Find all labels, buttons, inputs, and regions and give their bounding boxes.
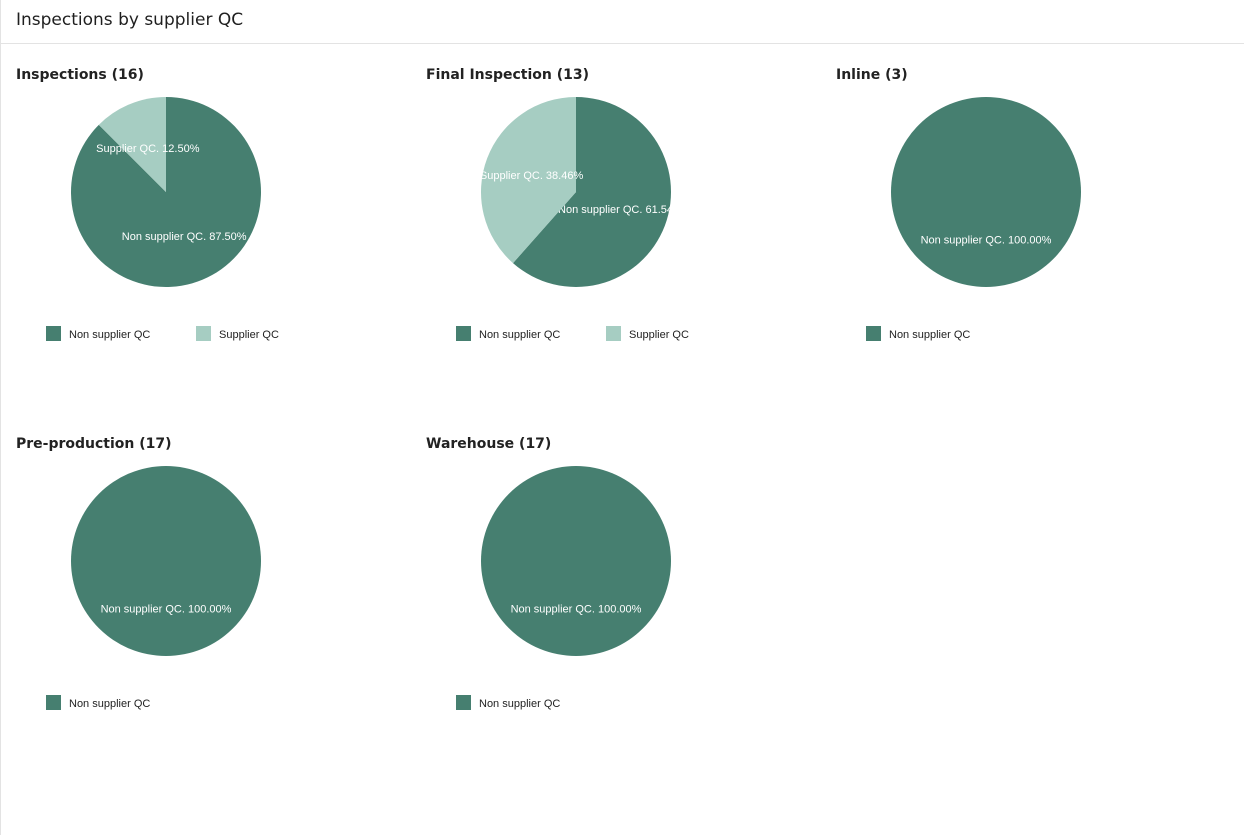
pie-chart-svg: Non supplier QC. 100.00% Non supplier QC — [456, 466, 671, 710]
legend-swatch — [196, 326, 211, 341]
legend-label: Non supplier QC — [69, 329, 150, 341]
pie-slice-non-supplier-qc[interactable] — [71, 466, 261, 656]
legend-item-non-supplier-qc[interactable]: Non supplier QC — [866, 326, 970, 341]
slice-data-label: Non supplier QC. 100.00% — [511, 604, 642, 616]
pie-slice-supplier-qc[interactable] — [481, 97, 576, 264]
legend-label: Non supplier QC — [889, 329, 970, 341]
chart-title: Inspections (16) — [16, 67, 144, 83]
pie-slice-non-supplier-qc[interactable] — [481, 466, 671, 656]
chart-inline: Inline (3) Non supplier QC. 100.00% Non s… — [822, 52, 1222, 352]
panel-header: Inspections by supplier QC — [1, 0, 1244, 44]
legend-item-non-supplier-qc[interactable]: Non supplier QC — [456, 695, 560, 710]
legend-label: Supplier QC — [219, 329, 279, 341]
legend-swatch — [46, 695, 61, 710]
legend-item-non-supplier-qc[interactable]: Non supplier QC — [456, 326, 560, 341]
legend-item-supplier-qc[interactable]: Supplier QC — [606, 326, 689, 341]
legend-label: Non supplier QC — [479, 698, 560, 710]
panel-title: Inspections by supplier QC — [16, 10, 244, 30]
legend-swatch — [456, 326, 471, 341]
slice-data-label: Supplier QC. 38.46% — [480, 170, 584, 182]
slice-data-label: Non supplier QC. 100.00% — [921, 235, 1052, 247]
legend-label: Non supplier QC — [69, 698, 150, 710]
slice-data-label: Non supplier QC. 100.00% — [101, 604, 232, 616]
chart-final-inspection: Final Inspection (13) Non supplier QC. 6… — [412, 52, 812, 352]
legend-swatch — [866, 326, 881, 341]
slice-data-label: Non supplier QC. 87.50% — [122, 231, 247, 243]
chart-inspections: Inspections (16) Non supplier QC. 87.50%… — [2, 52, 402, 352]
chart-title: Final Inspection (13) — [426, 67, 590, 83]
pie-slice-supplier-qc[interactable] — [98, 97, 166, 192]
slice-data-label: Supplier QC. 12.50% — [96, 143, 200, 155]
legend-label: Non supplier QC — [479, 329, 560, 341]
legend-item-non-supplier-qc[interactable]: Non supplier QC — [46, 695, 150, 710]
slice-data-label: Non supplier QC. 61.54% — [558, 204, 683, 216]
pie-slice-non-supplier-qc[interactable] — [891, 97, 1081, 287]
pie-chart-svg: Non supplier QC. 100.00% Non supplier QC — [46, 466, 261, 710]
pie-chart-svg: Non supplier QC. 61.54% Supplier QC. 38.4… — [456, 97, 689, 341]
chart-pre-production: Pre-production (17) Non supplier QC. 100… — [2, 421, 402, 721]
pie-chart-svg: Non supplier QC. 87.50% Supplier QC. 12.5… — [46, 97, 279, 341]
chart-title: Pre-production (17) — [16, 436, 172, 452]
legend-item-non-supplier-qc[interactable]: Non supplier QC — [46, 326, 150, 341]
chart-title: Inline (3) — [836, 67, 908, 83]
chart-title: Warehouse (17) — [426, 436, 552, 452]
legend-label: Supplier QC — [629, 329, 689, 341]
legend-swatch — [456, 695, 471, 710]
pie-slice-non-supplier-qc[interactable] — [512, 97, 671, 287]
chart-warehouse: Warehouse (17) Non supplier QC. 100.00% N… — [412, 421, 812, 721]
pie-chart-svg: Non supplier QC. 100.00% Non supplier QC — [866, 97, 1081, 341]
legend-item-supplier-qc[interactable]: Supplier QC — [196, 326, 279, 341]
legend-swatch — [606, 326, 621, 341]
legend-swatch — [46, 326, 61, 341]
